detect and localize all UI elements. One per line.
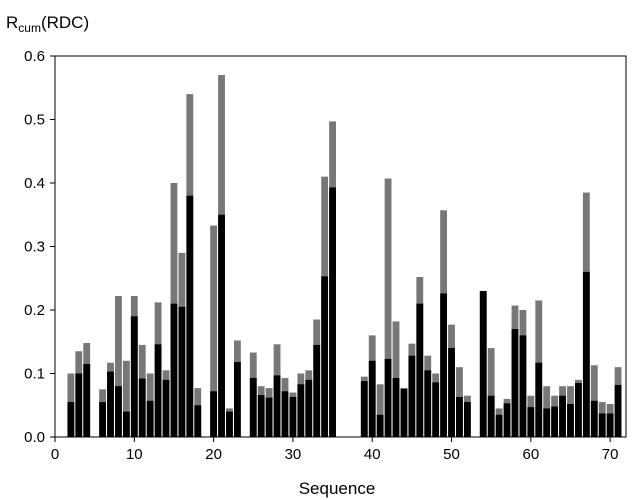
- bar-black-39: [360, 381, 368, 437]
- bar-black-12: [146, 400, 154, 437]
- bar-black-57: [503, 403, 511, 437]
- bar-black-8: [115, 386, 122, 437]
- bar-black-32: [305, 379, 313, 437]
- bar-black-45: [408, 355, 416, 437]
- bar-black-43: [392, 377, 400, 437]
- x-tick-label: 10: [126, 446, 143, 463]
- bar-gray-55: [487, 348, 495, 437]
- bar-black-2: [67, 402, 75, 437]
- bar-black-66: [575, 383, 582, 437]
- bar-black-6: [99, 402, 106, 437]
- bar-black-58: [511, 329, 519, 437]
- y-tick-label: 0.4: [24, 175, 45, 192]
- x-tick-label: 50: [443, 446, 460, 463]
- bar-black-35: [329, 187, 336, 437]
- bar-black-44: [400, 388, 408, 437]
- x-tick-label: 60: [522, 446, 539, 463]
- x-tick-label: 20: [205, 446, 222, 463]
- bar-black-26: [257, 395, 265, 437]
- bar-black-30: [289, 396, 297, 437]
- bar-black-70: [606, 413, 614, 437]
- plot-area: 0.0 0.1 0.2 0.3 0.4 0.5 0.6 0 10 20 30 40 50 60 70: [24, 48, 627, 463]
- bar-gray-8: [115, 296, 122, 437]
- bar-black-21: [218, 214, 225, 437]
- bar-black-23: [233, 362, 241, 437]
- bar-black-55: [487, 395, 495, 437]
- bar-black-18: [194, 405, 202, 437]
- bar-black-29: [281, 391, 289, 437]
- bar-black-68: [590, 400, 598, 437]
- bar-black-47: [424, 370, 432, 437]
- bar-black-27: [265, 397, 273, 437]
- bar-gray-9: [122, 360, 130, 437]
- y-tick-label: 0.2: [24, 302, 45, 319]
- bar-black-40: [368, 360, 376, 437]
- bar-black-54: [479, 290, 487, 437]
- bar-black-51: [456, 396, 463, 437]
- bar-gray-42: [384, 178, 392, 437]
- bar-black-11: [138, 378, 146, 437]
- bar-black-9: [122, 411, 130, 437]
- bar-black-10: [130, 316, 138, 437]
- y-axis-title-main: R: [6, 13, 18, 32]
- y-tick-label: 0.0: [24, 429, 45, 446]
- bar-black-65: [567, 403, 574, 437]
- bar-black-49: [440, 293, 448, 437]
- bar-gray-20: [210, 225, 218, 437]
- bar-black-22: [226, 411, 233, 437]
- bar-black-50: [448, 348, 455, 437]
- bar-black-46: [416, 303, 424, 437]
- y-tick-label: 0.3: [24, 239, 45, 256]
- bar-black-20: [210, 391, 218, 437]
- bar-black-60: [527, 407, 535, 437]
- bar-black-48: [432, 382, 440, 437]
- x-tick-label: 40: [364, 446, 381, 463]
- bar-gray-41: [376, 384, 384, 437]
- bar-black-69: [598, 413, 606, 437]
- bar-black-16: [178, 306, 186, 437]
- x-axis-title: Sequence: [299, 479, 376, 498]
- x-tick-label: 70: [602, 446, 619, 463]
- y-tick-label: 0.1: [24, 366, 45, 383]
- bar-black-41: [376, 414, 384, 437]
- bar-black-64: [559, 395, 566, 437]
- bar-black-25: [249, 377, 257, 437]
- bar-black-71: [614, 384, 622, 437]
- bar-black-14: [162, 379, 170, 437]
- bar-black-42: [384, 358, 392, 437]
- y-tick-label: 0.5: [24, 112, 45, 129]
- bar-black-62: [543, 408, 551, 437]
- bar-black-15: [170, 303, 178, 437]
- y-axis-title-subscript: cum: [18, 21, 41, 35]
- bar-black-33: [313, 344, 321, 437]
- bar-black-31: [297, 384, 305, 437]
- bar-black-52: [463, 402, 471, 437]
- bar-black-28: [273, 375, 281, 437]
- bar-black-59: [519, 335, 527, 437]
- bar-black-3: [75, 373, 83, 437]
- y-axis-title: Rcum(RDC): [6, 13, 89, 35]
- bar-black-63: [551, 406, 559, 437]
- bar-black-7: [107, 371, 114, 437]
- y-axis-title-suffix: (RDC): [41, 13, 89, 32]
- bar-black-13: [154, 344, 162, 437]
- bar-black-67: [582, 271, 590, 437]
- x-tick-label: 0: [51, 446, 59, 463]
- bar-black-34: [321, 276, 329, 437]
- bar-black-4: [83, 363, 91, 437]
- x-tick-label: 30: [285, 446, 302, 463]
- bar-black-61: [535, 362, 543, 437]
- bar-black-17: [186, 195, 194, 437]
- bar-black-56: [495, 414, 503, 437]
- y-tick-label: 0.6: [24, 48, 45, 65]
